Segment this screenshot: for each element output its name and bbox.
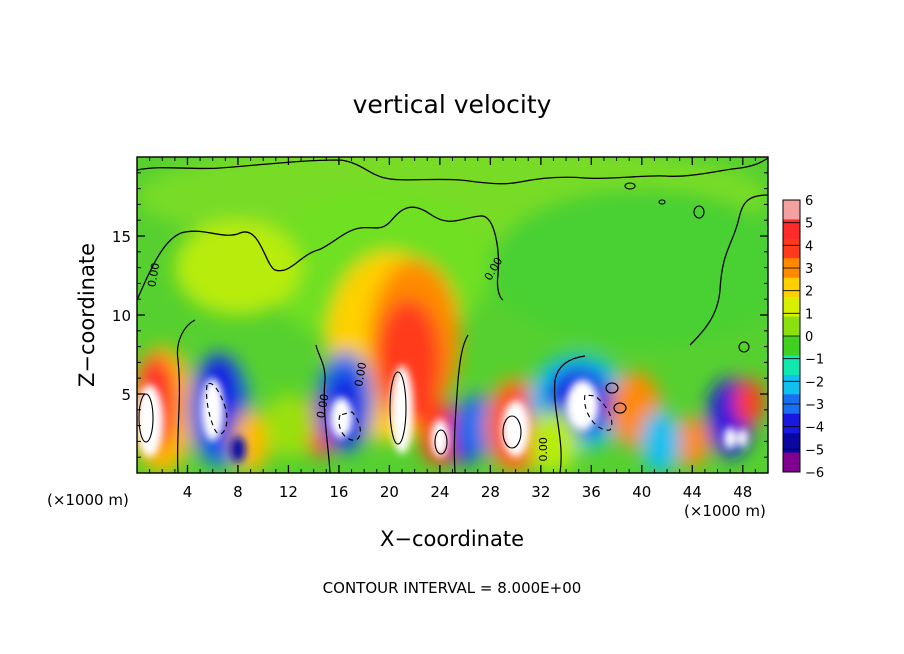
colorbar-label: 1 [805, 307, 813, 322]
colorbar-label: −6 [805, 466, 824, 481]
contour-loop-10 [738, 341, 750, 353]
colorbar-label: 0 [805, 330, 813, 345]
contour-label: 0.00 [314, 393, 331, 419]
colorbar-label: −4 [805, 421, 824, 436]
colorbar-segment [783, 316, 800, 337]
x-tick-label: 24 [430, 483, 449, 501]
vertical-contour-3 [553, 355, 586, 473]
colorbar-label: −1 [805, 353, 824, 368]
colorbar-label: 4 [805, 239, 813, 254]
contour-label: 0.00 [145, 262, 162, 288]
y-tick-label: 5 [121, 386, 131, 404]
colorbar-segment [783, 277, 800, 298]
colorbar-label: 5 [805, 217, 813, 232]
colorbar-segment [783, 452, 800, 473]
contour-label: 0.00 [537, 437, 550, 462]
plot-area: 0.000.000.000.000.00 [137, 157, 768, 473]
field-blob [490, 188, 768, 347]
chart-title: vertical velocity [353, 90, 552, 119]
colorbar-label: −3 [805, 398, 824, 413]
field-blob [733, 378, 765, 426]
field-blob [174, 220, 302, 315]
colorbar: 6 5 4 3 2 1 0 −1 −2 −3 −4 −5 −6 [782, 194, 824, 481]
x-tick-label: 36 [582, 483, 601, 501]
colorbar-label: −2 [805, 375, 824, 390]
zero-contour-top [137, 157, 768, 185]
y-axis: 5 10 15 [112, 172, 768, 458]
contour-loop-3 [502, 415, 522, 449]
x-unit-right: (×1000 m) [684, 502, 766, 520]
field-core [566, 379, 599, 431]
contour-interval-note: CONTOUR INTERVAL = 8.000E+00 [323, 579, 582, 597]
field-blob [674, 416, 710, 467]
x-tick-label: 20 [380, 483, 399, 501]
field-blob [640, 409, 681, 473]
colorbar-label: 6 [805, 194, 813, 209]
x-tick-label: 8 [233, 483, 243, 501]
field-core [330, 397, 353, 439]
velocity-field [137, 157, 768, 473]
colorbar-segment [783, 413, 800, 434]
x-tick-label: 44 [683, 483, 702, 501]
contour-loop-5 [693, 205, 705, 219]
field-core [390, 365, 414, 455]
x-unit-left: (×1000 m) [47, 491, 129, 509]
field-core [431, 419, 449, 458]
field-blob [528, 409, 579, 473]
field-core [723, 427, 737, 450]
field-core [737, 428, 748, 448]
x-tick-label: 48 [733, 483, 752, 501]
zero-contour-right [689, 194, 768, 346]
zero-contour-upper [137, 206, 504, 301]
vertical-contour-2 [176, 319, 196, 473]
x-tick-label: 16 [329, 483, 348, 501]
x-tick-label: 28 [481, 483, 500, 501]
contour-loop-8 [605, 382, 619, 394]
field-core [201, 378, 225, 442]
y-tick-label: 15 [112, 228, 131, 246]
colorbar-segment [783, 355, 800, 376]
contour-loop-9 [613, 402, 627, 414]
colorbar-label: −5 [805, 443, 824, 458]
colorbar-segment [783, 336, 800, 356]
contour-lines [137, 157, 768, 473]
vertical-contour-1 [453, 334, 469, 473]
field-core [501, 400, 530, 458]
dashed-contour-3 [584, 394, 613, 431]
colorbar-segment [783, 200, 800, 220]
field-core [137, 384, 164, 458]
dashed-contour-2 [338, 411, 361, 441]
field-blob [263, 394, 314, 458]
x-axis: 4 8 12 16 20 24 28 32 36 40 44 48 [149, 157, 756, 501]
contour-label: 0.00 [352, 361, 369, 387]
x-axis-label: X−coordinate [380, 527, 524, 551]
contour-loop-7 [658, 199, 666, 205]
colorbar-label: 2 [805, 285, 813, 300]
colorbar-segment [783, 238, 800, 259]
dashed-contour-1 [206, 382, 228, 435]
x-tick-label: 4 [183, 483, 193, 501]
y-axis-label: Z−coordinate [75, 243, 99, 387]
field-core [230, 436, 246, 462]
colorbar-segment [783, 433, 800, 454]
contour-loop-4 [434, 429, 448, 455]
contour-label-group: 0.000.000.000.000.00 [145, 255, 550, 461]
x-tick-label: 32 [531, 483, 550, 501]
contour-loop-2 [389, 371, 407, 445]
x-tick-label: 12 [279, 483, 298, 501]
colorbar-segment [783, 297, 800, 318]
colorbar-segment [783, 374, 800, 395]
contour-loop-1 [138, 393, 154, 443]
y-tick-label: 10 [112, 307, 131, 325]
colorbar-segment [783, 219, 800, 240]
colorbar-label: 3 [805, 262, 813, 277]
contour-loop-6 [624, 182, 636, 190]
vertical-contour-4 [315, 344, 331, 473]
x-tick-label: 40 [632, 483, 651, 501]
